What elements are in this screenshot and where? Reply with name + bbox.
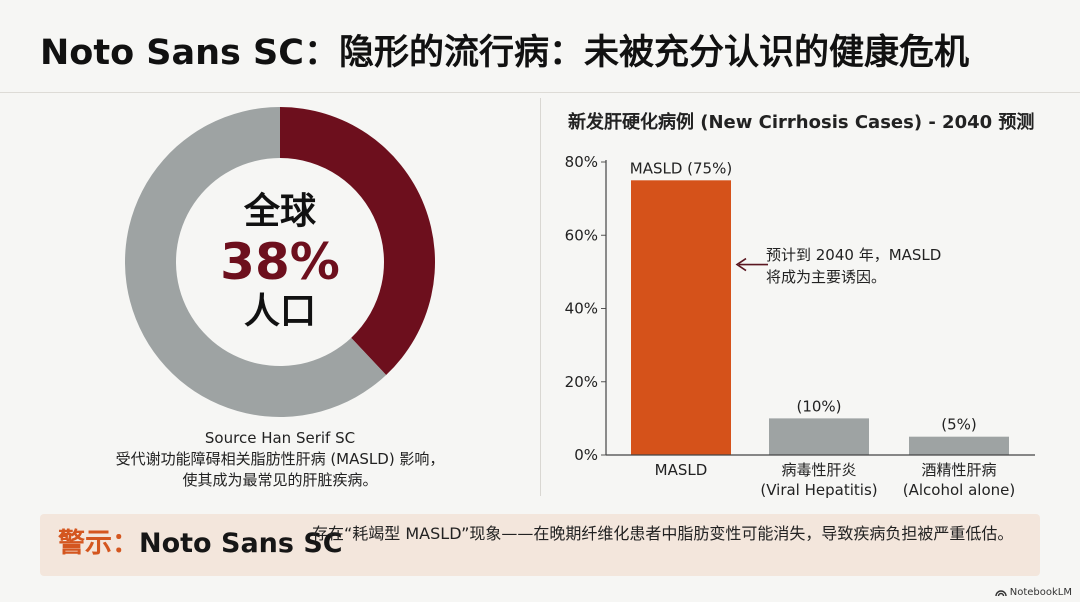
bar: [909, 436, 1009, 455]
bar-value-label: (5%): [941, 416, 977, 434]
caption-line: 使其成为最常见的肝脏疾病。: [182, 471, 378, 489]
donut-caption: Source Han Serif SC 受代谢功能障碍相关脂肪性肝病 (MASL…: [80, 428, 480, 491]
y-tick-label: 0%: [574, 446, 598, 464]
donut-center-top: 全球: [243, 191, 316, 232]
x-tick-label: 酒精性肝病: [921, 461, 996, 479]
warning-prefix: 警示：: [58, 528, 139, 559]
bar-chart: 0% 20% 40% 60% 80% MASLD (75%) (10%) (5%) MASLD 病…: [565, 153, 1035, 499]
donut-slice: [125, 107, 387, 417]
annotation-line: 将成为主要诱因。: [766, 268, 887, 286]
y-tick-label: 80%: [565, 153, 598, 171]
bar: [769, 418, 869, 455]
warning-text: 存在“耗竭型 MASLD”现象——在晚期纤维化患者中脂肪变性可能消失，导致疾病负…: [312, 524, 1014, 543]
title-divider: [0, 92, 1080, 93]
bar-value-label: (10%): [796, 397, 841, 415]
bar-annotation: 预计到 2040 年，MASLD 将成为主要诱因。: [766, 244, 941, 288]
brand-watermark: NotebookLM: [995, 587, 1072, 598]
caption-font-label: Source Han Serif SC: [204, 429, 356, 447]
brand-name: NotebookLM: [1009, 587, 1072, 598]
donut-center-bottom: 人口: [243, 291, 316, 332]
x-tick-label: MASLD: [655, 461, 708, 479]
notebooklm-logo-icon: [995, 590, 1007, 597]
bar-chart-title: 新发肝硬化病例 (New Cirrhosis Cases) - 2040 预测: [568, 112, 1035, 133]
donut-slice: [280, 107, 435, 375]
donut-chart: 全球 38% 人口: [125, 107, 435, 417]
donut-center-label: 全球 38% 人口: [125, 107, 435, 417]
y-tick-label: 40%: [565, 300, 598, 318]
annotation-arrow-head: [735, 257, 747, 272]
caption-line: 受代谢功能障碍相关脂肪性肝病 (MASLD) 影响，: [115, 450, 445, 468]
warning-label: 警示：Noto Sans SC: [58, 526, 343, 562]
donut-center-percent: 38%: [220, 233, 340, 291]
donut-svg: [125, 107, 435, 417]
x-tick-label: 病毒性肝炎: [781, 461, 856, 479]
x-tick-label: (Viral Hepatitis): [760, 481, 877, 499]
bar-value-label: MASLD (75%): [630, 159, 732, 177]
warning-font-label: Noto Sans SC: [139, 528, 343, 559]
bar: [631, 180, 731, 455]
x-tick-label: (Alcohol alone): [903, 481, 1015, 499]
y-tick-label: 20%: [565, 373, 598, 391]
y-tick-label: 60%: [565, 226, 598, 244]
warning-box: 警示：Noto Sans SC 存在“耗竭型 MASLD”现象——在晚期纤维化患…: [40, 514, 1040, 576]
page-title: Noto Sans SC：隐形的流行病：未被充分认识的健康危机: [40, 33, 969, 73]
column-divider: [540, 98, 541, 496]
annotation-line: 预计到 2040 年，MASLD: [766, 246, 942, 264]
